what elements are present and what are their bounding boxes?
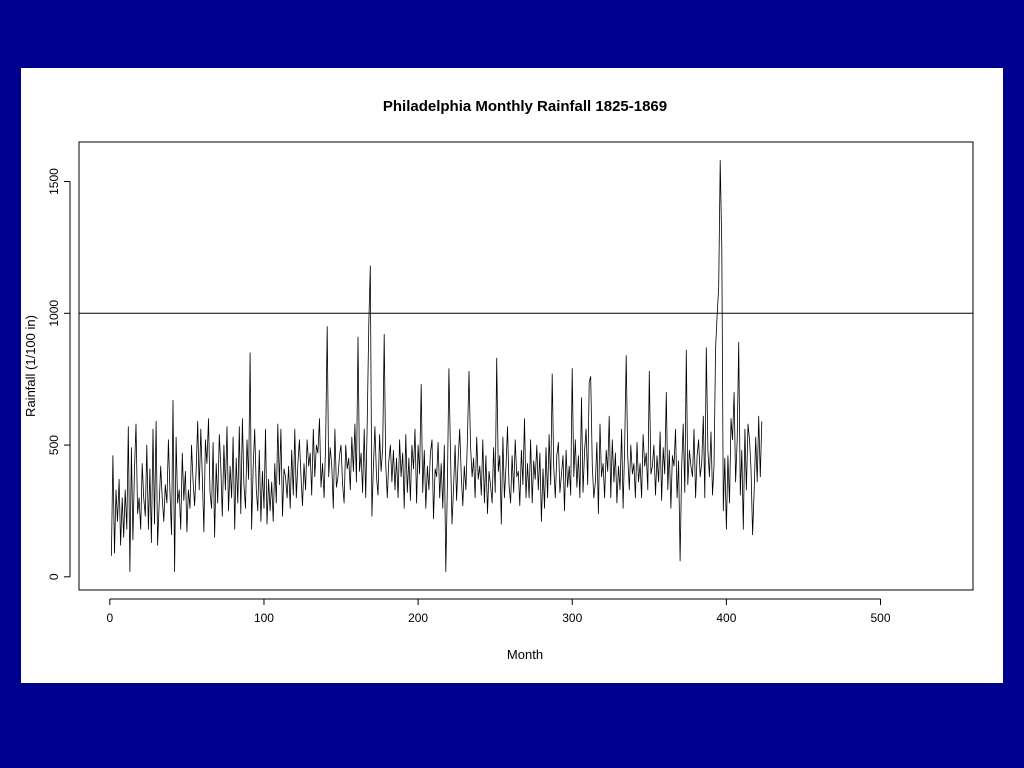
plot-frame — [78, 141, 974, 591]
y-tick-label: 0 — [47, 573, 61, 580]
x-tick-label: 200 — [408, 611, 428, 625]
x-tick-label: 400 — [716, 611, 736, 625]
rainfall-line-chart: Philadelphia Monthly Rainfall 1825-1869 … — [23, 98, 974, 662]
x-axis: 0 100 200 300 400 500 — [106, 598, 891, 625]
y-axis: 0 500 1000 1500 — [47, 168, 71, 580]
y-tick-label: 500 — [47, 435, 61, 455]
plot-panel: Philadelphia Monthly Rainfall 1825-1869 … — [21, 68, 1003, 683]
rainfall-series-line — [111, 160, 763, 573]
x-tick-label: 0 — [106, 611, 113, 625]
chart-title: Philadelphia Monthly Rainfall 1825-1869 — [383, 98, 667, 115]
y-axis-label: Rainfall (1/100 in) — [23, 315, 38, 417]
x-axis-label: Month — [507, 647, 543, 662]
x-tick-label: 300 — [562, 611, 582, 625]
y-tick-label: 1500 — [47, 168, 61, 195]
x-tick-label: 100 — [254, 611, 274, 625]
y-tick-label: 1000 — [47, 300, 61, 327]
x-tick-label: 500 — [871, 611, 891, 625]
